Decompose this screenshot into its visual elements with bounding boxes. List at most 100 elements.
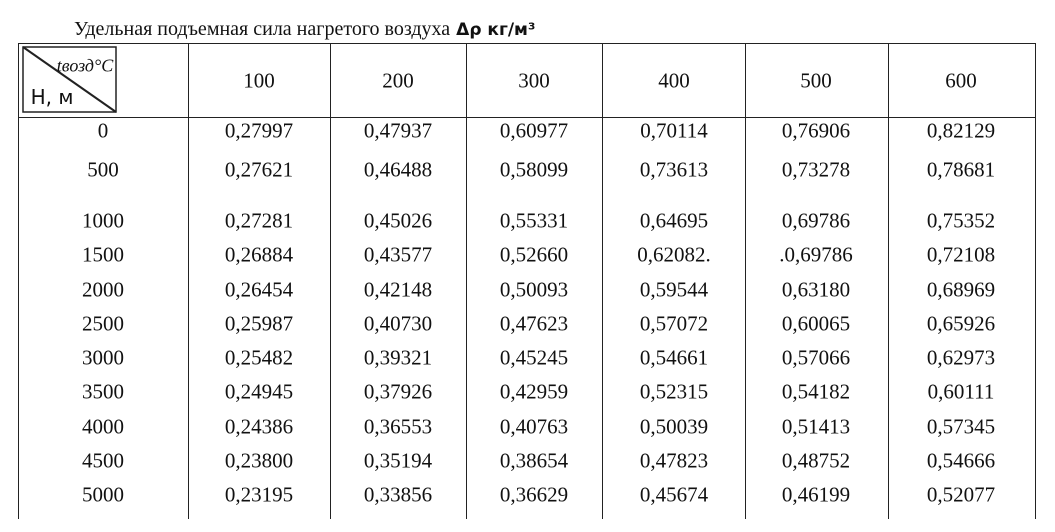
cell: 0,82129 <box>926 118 996 143</box>
cell: .0,69786 <box>779 242 853 267</box>
column-rule <box>330 43 331 519</box>
cell: 0,27281 <box>224 208 294 233</box>
unit: Δρ кг/м³ <box>456 20 536 40</box>
cell: 0,73278 <box>781 157 851 182</box>
row-header: 4000 <box>82 414 124 439</box>
cell: 0,62082. <box>637 242 711 267</box>
cell: 0,63180 <box>781 277 851 302</box>
cell: 0,35194 <box>363 448 433 473</box>
row-header: 1000 <box>82 208 124 233</box>
cell: 0,27997 <box>224 118 294 143</box>
cell: 0,47937 <box>363 118 433 143</box>
cell: 0,45674 <box>639 482 709 507</box>
cell: 0,40763 <box>499 414 569 439</box>
cell: 0,39321 <box>363 345 433 370</box>
column-rule <box>466 43 467 519</box>
column-header: 400 <box>658 68 690 93</box>
rule <box>18 43 1036 44</box>
row-header: 3500 <box>82 379 124 404</box>
cell: 0,51413 <box>781 414 851 439</box>
cell: 0,33856 <box>363 482 433 507</box>
row-header: 2000 <box>82 277 124 302</box>
cell: 0,58099 <box>499 157 569 182</box>
column-header: 200 <box>382 68 414 93</box>
cell: 0,59544 <box>639 277 709 302</box>
cell: 0,24386 <box>224 414 294 439</box>
cell: 0,45245 <box>499 345 569 370</box>
cell: 0,27621 <box>224 157 294 182</box>
row-header: 3000 <box>82 345 124 370</box>
row-header: 5000 <box>82 482 124 507</box>
cell: 0,26454 <box>224 277 294 302</box>
cell: 0,54182 <box>781 379 851 404</box>
cell: 0,52077 <box>926 482 996 507</box>
cell: 0,50093 <box>499 277 569 302</box>
cell: 0,62973 <box>926 345 996 370</box>
cell: 0,25987 <box>224 311 294 336</box>
cell: 0,40730 <box>363 311 433 336</box>
cell: 0,48752 <box>781 448 851 473</box>
column-header: 100 <box>243 68 275 93</box>
row-header: 0 <box>97 118 109 143</box>
column-header: 300 <box>518 68 550 93</box>
cell: 0,68969 <box>926 277 996 302</box>
row-header: 1500 <box>82 242 124 267</box>
cell: 0,24945 <box>224 379 294 404</box>
cell: 0,23195 <box>224 482 294 507</box>
cell: 0,60977 <box>499 118 569 143</box>
cell: 0,36629 <box>499 482 569 507</box>
cell: 0,78681 <box>926 157 996 182</box>
corner-box <box>22 46 117 113</box>
column-rule <box>18 43 19 519</box>
cell: 0,64695 <box>639 208 709 233</box>
cell: 0,65926 <box>926 311 996 336</box>
corner-top: tвозд°C <box>56 55 114 76</box>
cell: 0,37926 <box>363 379 433 404</box>
cell: 0,50039 <box>639 414 709 439</box>
cell: 0,42148 <box>363 277 433 302</box>
cell: 0,47823 <box>639 448 709 473</box>
cell: 0,36553 <box>363 414 433 439</box>
cell: 0,57345 <box>926 414 996 439</box>
cell: 0,46488 <box>363 157 433 182</box>
cell: 0,54666 <box>926 448 996 473</box>
cell: 0,72108 <box>926 242 996 267</box>
cell: 0,46199 <box>781 482 851 507</box>
row-header: 4500 <box>82 448 124 473</box>
row-header: 2500 <box>82 311 124 336</box>
cell: 0,73613 <box>639 157 709 182</box>
rule <box>18 117 1036 118</box>
title: Удельная подъемная сила нагретого воздух… <box>74 18 451 40</box>
cell: 0,60065 <box>781 311 851 336</box>
cell: 0,38654 <box>499 448 569 473</box>
cell: 0,26884 <box>224 242 294 267</box>
cell: 0,23800 <box>224 448 294 473</box>
column-rule <box>1035 43 1036 519</box>
cell: 0,45026 <box>363 208 433 233</box>
table-caption: Удельная подъемная сила нагретого воздух… <box>74 18 535 41</box>
column-header: 600 <box>945 68 977 93</box>
row-header: 500 <box>87 157 119 182</box>
cell: 0,75352 <box>926 208 996 233</box>
cell: 0,25482 <box>224 345 294 370</box>
cell: 0,57066 <box>781 345 851 370</box>
cell: 0,52660 <box>499 242 569 267</box>
cell: 0,54661 <box>639 345 709 370</box>
cell: 0,69786 <box>781 208 851 233</box>
cell: 0,76906 <box>781 118 851 143</box>
cell: 0,55331 <box>499 208 569 233</box>
cell: 0,60111 <box>927 379 995 404</box>
cell: 0,52315 <box>639 379 709 404</box>
cell: 0,70114 <box>640 118 708 143</box>
cell: 0,57072 <box>639 311 709 336</box>
column-header: 500 <box>800 68 832 93</box>
column-rule <box>188 43 189 519</box>
cell: 0,43577 <box>363 242 433 267</box>
corner-bottom: H, м <box>30 85 74 109</box>
column-rule <box>888 43 889 519</box>
cell: 0,47623 <box>499 311 569 336</box>
column-rule <box>602 43 603 519</box>
cell: 0,42959 <box>499 379 569 404</box>
column-rule <box>745 43 746 519</box>
